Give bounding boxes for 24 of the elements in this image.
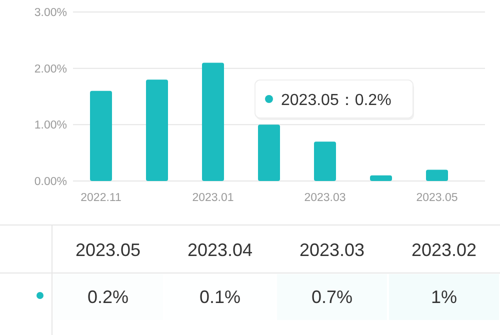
bar: [314, 142, 336, 181]
x-tick-label: 2023.03: [304, 192, 346, 204]
bar: [370, 175, 392, 181]
bar: [90, 90, 112, 181]
annotation: 2023.05：0.2%: [281, 92, 392, 109]
data-label: 0.1%: [199, 287, 241, 307]
y-tick-label: 1.00%: [34, 120, 67, 132]
data-label: 0.7%: [311, 287, 353, 307]
x-tick-label: 2023.05: [75, 240, 141, 260]
data-label: 1%: [430, 287, 458, 307]
bar: [146, 80, 168, 181]
data-label: 0.2%: [87, 287, 129, 307]
bar: [258, 124, 280, 181]
x-tick-label: 2023.02: [411, 240, 477, 260]
bar: [426, 170, 448, 181]
x-tick-label: 2023.05: [416, 192, 458, 204]
x-tick-label: 2023.03: [299, 240, 365, 260]
y-tick-label: 3.00%: [34, 7, 67, 19]
y-tick-label: 2.00%: [34, 63, 67, 76]
bar: [202, 62, 224, 181]
x-tick-label: 2022.11: [80, 192, 122, 204]
y-tick-label: 0.00%: [34, 176, 67, 188]
x-tick-label: 2023.01: [192, 192, 234, 204]
x-tick-label: 2023.04: [187, 240, 253, 260]
